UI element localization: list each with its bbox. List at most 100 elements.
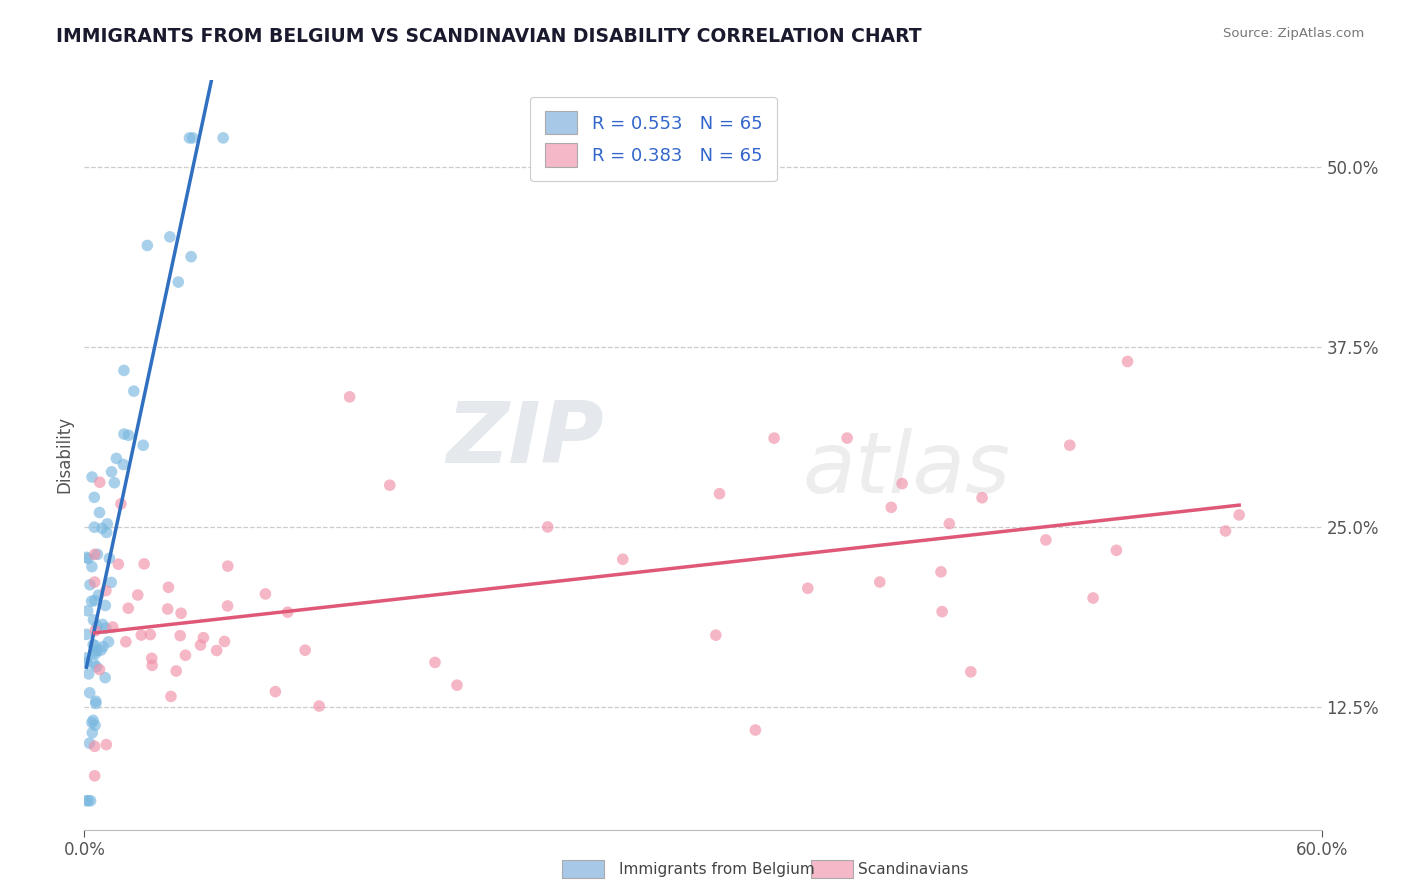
Point xyxy=(1081,591,1104,605)
Point xyxy=(929,565,952,579)
Point xyxy=(86,643,108,657)
Point xyxy=(170,606,193,620)
Text: IMMIGRANTS FROM BELGIUM VS SCANDINAVIAN DISABILITY CORRELATION CHART: IMMIGRANTS FROM BELGIUM VS SCANDINAVIAN … xyxy=(56,27,922,45)
Point xyxy=(89,506,111,520)
Point xyxy=(136,238,159,252)
Point xyxy=(82,638,104,652)
Point xyxy=(938,516,960,531)
Point xyxy=(217,559,239,574)
Point xyxy=(156,602,179,616)
Point xyxy=(114,634,136,648)
Point xyxy=(75,627,97,641)
Point xyxy=(84,697,107,711)
Point xyxy=(763,431,786,445)
Point xyxy=(79,578,101,592)
Text: Source: ZipAtlas.com: Source: ZipAtlas.com xyxy=(1223,27,1364,40)
Point xyxy=(83,639,105,653)
Point xyxy=(96,738,118,752)
Point xyxy=(1105,543,1128,558)
Point xyxy=(112,427,135,442)
Point xyxy=(308,699,330,714)
Point xyxy=(277,605,299,619)
Point xyxy=(132,438,155,452)
Point xyxy=(891,476,914,491)
Y-axis label: Disability: Disability xyxy=(55,417,73,493)
Text: Immigrants from Belgium: Immigrants from Belgium xyxy=(619,863,814,877)
Point xyxy=(100,575,122,590)
Point xyxy=(84,718,107,732)
Point xyxy=(160,690,183,704)
Point xyxy=(378,478,401,492)
Point xyxy=(970,491,993,505)
Point xyxy=(446,678,468,692)
Point xyxy=(80,715,103,730)
Point xyxy=(537,520,560,534)
Point xyxy=(190,638,212,652)
Point xyxy=(797,581,820,595)
Point xyxy=(1035,533,1057,547)
Point xyxy=(100,465,122,479)
Point xyxy=(83,769,105,783)
Point xyxy=(141,658,163,673)
Point xyxy=(193,631,215,645)
Point xyxy=(294,643,316,657)
Point xyxy=(180,250,202,264)
Point xyxy=(90,643,112,657)
Point xyxy=(105,451,128,466)
Point xyxy=(83,645,105,659)
FancyBboxPatch shape xyxy=(562,860,603,878)
Point xyxy=(205,643,228,657)
Point xyxy=(86,660,108,674)
Text: atlas: atlas xyxy=(801,428,1010,511)
Point xyxy=(83,520,105,534)
Point xyxy=(212,131,235,145)
Point xyxy=(94,599,117,613)
Point xyxy=(107,557,129,571)
Point xyxy=(82,725,104,739)
Point xyxy=(117,428,139,442)
Point xyxy=(83,491,105,505)
Point xyxy=(84,624,107,638)
Point xyxy=(612,552,634,566)
Point xyxy=(80,559,103,574)
Point xyxy=(167,275,190,289)
Point xyxy=(931,605,953,619)
Point xyxy=(84,694,107,708)
Point xyxy=(704,628,727,642)
Point xyxy=(76,656,98,670)
Point xyxy=(94,671,117,685)
Point xyxy=(214,634,236,648)
Point xyxy=(77,667,100,681)
Point xyxy=(75,651,97,665)
Point xyxy=(97,635,120,649)
Point xyxy=(91,640,114,654)
Point xyxy=(112,363,135,377)
Text: Scandinavians: Scandinavians xyxy=(858,863,969,877)
Point xyxy=(1227,508,1250,522)
Point xyxy=(94,621,117,635)
Point xyxy=(217,599,239,613)
Point xyxy=(174,648,197,663)
Point xyxy=(101,620,124,634)
Point xyxy=(83,657,105,671)
Point xyxy=(339,390,361,404)
Point xyxy=(110,497,132,511)
Point xyxy=(83,547,105,561)
Point xyxy=(157,580,180,594)
Point xyxy=(89,475,111,490)
Point xyxy=(169,629,191,643)
Point xyxy=(709,486,731,500)
Point xyxy=(80,470,103,484)
Point xyxy=(98,551,121,566)
Point xyxy=(86,547,108,561)
Point xyxy=(89,663,111,677)
Point xyxy=(91,521,114,535)
Point xyxy=(103,475,125,490)
FancyBboxPatch shape xyxy=(811,860,852,878)
Point xyxy=(82,714,104,728)
Point xyxy=(1116,354,1139,368)
Point xyxy=(76,604,98,618)
Point xyxy=(77,551,100,566)
Point xyxy=(117,601,139,615)
Point xyxy=(869,574,891,589)
